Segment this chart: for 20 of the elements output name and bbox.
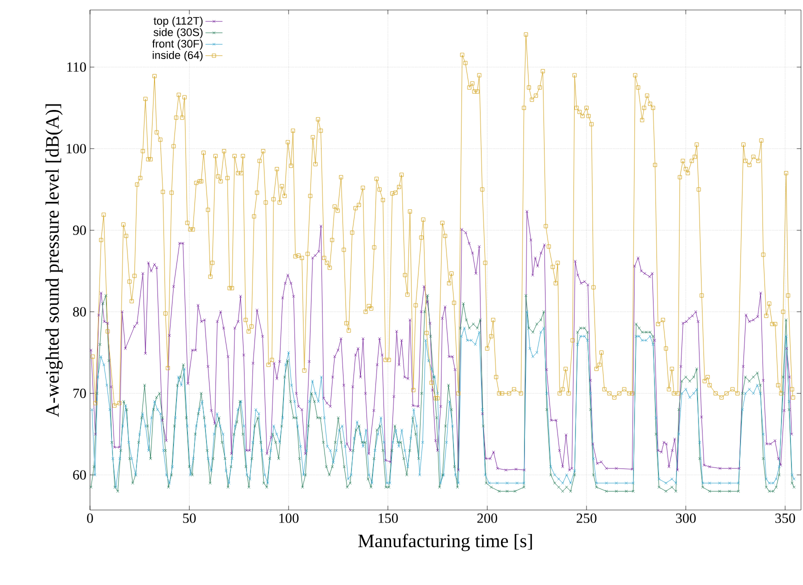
- x-tick-label: 250: [576, 514, 596, 523]
- y-tick-label: 90: [72, 226, 86, 235]
- x-tick-label: 100: [279, 514, 299, 523]
- legend-label: side (30S): [154, 28, 203, 38]
- y-tick-label: 80: [73, 307, 86, 316]
- x-tick-label: 50: [183, 514, 196, 523]
- x-axis-title: Manufacturing time [s]: [358, 534, 532, 552]
- x-tick-label: 350: [775, 514, 796, 523]
- legend-label: top (112T): [154, 16, 203, 27]
- y-axis-title: A-weighted sound pressure level [dB(A)]: [46, 104, 63, 417]
- y-tick-label: 60: [73, 470, 86, 480]
- y-tick-label: 110: [67, 62, 86, 72]
- legend-label: front (30F): [152, 40, 203, 50]
- y-tick-label: 70: [73, 388, 86, 398]
- x-tick-label: 150: [378, 514, 398, 523]
- y-tick-label: 100: [66, 144, 86, 154]
- legend-label: inside (64): [152, 50, 203, 62]
- x-tick-label: 200: [477, 514, 498, 523]
- x-tick-label: 0: [87, 514, 93, 523]
- x-tick-label: 300: [676, 514, 696, 523]
